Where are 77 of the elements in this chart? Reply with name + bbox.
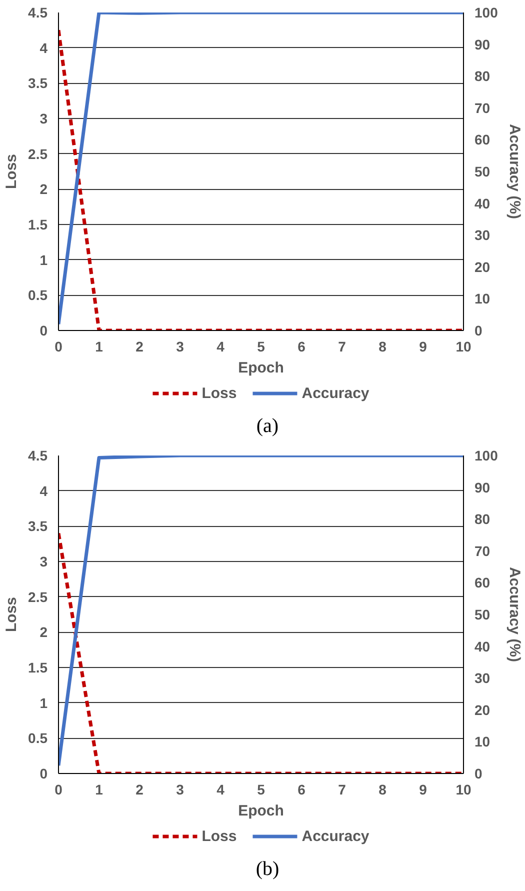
x-tick-label: 8 bbox=[378, 338, 387, 354]
legend-label: Accuracy bbox=[302, 828, 370, 844]
y2-tick-label: 40 bbox=[474, 638, 490, 654]
y-tick-label: 2.5 bbox=[28, 588, 48, 605]
y2-axis-title: Accuracy (%) bbox=[506, 124, 523, 220]
y-tick-label: 4.5 bbox=[28, 448, 48, 464]
y2-tick-label: 10 bbox=[474, 734, 490, 750]
y-tick-label: 1.5 bbox=[28, 660, 48, 676]
x-axis-title: Epoch bbox=[238, 360, 284, 376]
y2-tick-label: 30 bbox=[474, 227, 490, 244]
x-tick-label: 0 bbox=[54, 782, 63, 798]
x-tick-label: 6 bbox=[298, 338, 306, 354]
y-tick-label: 3 bbox=[40, 110, 48, 126]
y2-tick-label: 10 bbox=[474, 290, 490, 307]
y2-tick-label: 0 bbox=[474, 766, 482, 782]
y-tick-label: 0 bbox=[40, 322, 48, 338]
y-tick-label: 4.5 bbox=[28, 4, 48, 20]
y2-tick-label: 60 bbox=[474, 132, 490, 148]
x-tick-label: 2 bbox=[136, 782, 144, 798]
x-axis-title: Epoch bbox=[238, 802, 284, 820]
y-axis-title: Loss bbox=[3, 154, 20, 190]
x-tick-label: 10 bbox=[456, 338, 472, 354]
y2-tick-label: 100 bbox=[474, 448, 498, 464]
y2-tick-label: 50 bbox=[474, 606, 490, 622]
line-series bbox=[58, 456, 464, 768]
x-tick-label: 6 bbox=[298, 782, 306, 798]
x-tick-label: 1 bbox=[95, 782, 104, 798]
x-tick-label: 7 bbox=[338, 782, 346, 798]
y-tick-label: 2.5 bbox=[28, 146, 48, 162]
y-tick-label: 1 bbox=[40, 252, 48, 268]
y2-tick-label: 30 bbox=[474, 670, 490, 686]
y2-tick-label: 0 bbox=[474, 322, 482, 338]
x-tick-label: 4 bbox=[216, 782, 225, 798]
y-tick-label: 0 bbox=[40, 766, 48, 782]
y-tick-label: 1.5 bbox=[28, 216, 48, 232]
text: (b) bbox=[256, 857, 280, 882]
y2-tick-label: 80 bbox=[474, 511, 490, 528]
x-tick-label: 9 bbox=[419, 338, 428, 354]
y-tick-label: 0.5 bbox=[28, 287, 48, 304]
x-tick-label: 1 bbox=[95, 338, 104, 354]
legend-label: Loss bbox=[202, 384, 237, 402]
y2-tick-label: 80 bbox=[474, 68, 490, 84]
x-tick-label: 2 bbox=[136, 338, 144, 354]
y-tick-label: 1 bbox=[40, 694, 48, 711]
x-tick-label: 4 bbox=[216, 338, 225, 354]
y2-tick-label: 50 bbox=[474, 164, 490, 180]
y2-tick-label: 90 bbox=[474, 479, 490, 496]
y-tick-label: 0.5 bbox=[28, 730, 48, 746]
y2-tick-label: 60 bbox=[474, 574, 490, 591]
x-tick-label: 10 bbox=[456, 782, 472, 798]
legend-label: Loss bbox=[202, 828, 237, 844]
y-tick-label: 4 bbox=[40, 40, 48, 56]
y2-tick-label: 70 bbox=[474, 542, 490, 559]
legend-label: Accuracy bbox=[302, 384, 370, 402]
y-tick-label: 4 bbox=[40, 482, 48, 499]
x-tick-label: 8 bbox=[378, 782, 387, 798]
x-tick-label: 7 bbox=[338, 338, 346, 354]
y2-tick-label: 100 bbox=[474, 4, 498, 20]
text: (a) bbox=[256, 414, 279, 439]
x-tick-label: 5 bbox=[257, 338, 266, 354]
x-tick-label: 3 bbox=[176, 338, 184, 354]
y-tick-label: 3.5 bbox=[28, 518, 48, 534]
x-tick-label: 9 bbox=[419, 782, 428, 798]
y2-axis-title: Accuracy (%) bbox=[506, 566, 523, 662]
y2-tick-label: 20 bbox=[474, 702, 490, 718]
y-axis-title: Loss bbox=[3, 596, 20, 632]
y-tick-label: 3.5 bbox=[28, 75, 48, 92]
y-tick-label: 2 bbox=[40, 624, 48, 640]
x-tick-label: 3 bbox=[176, 782, 184, 798]
y2-tick-label: 90 bbox=[474, 36, 490, 52]
y-tick-label: 3 bbox=[40, 554, 48, 570]
y-tick-label: 2 bbox=[40, 181, 48, 198]
y2-tick-label: 70 bbox=[474, 100, 490, 116]
x-tick-label: 0 bbox=[54, 338, 63, 354]
y2-tick-label: 20 bbox=[474, 258, 490, 275]
x-tick-label: 5 bbox=[257, 782, 266, 798]
y2-tick-label: 40 bbox=[474, 195, 490, 212]
